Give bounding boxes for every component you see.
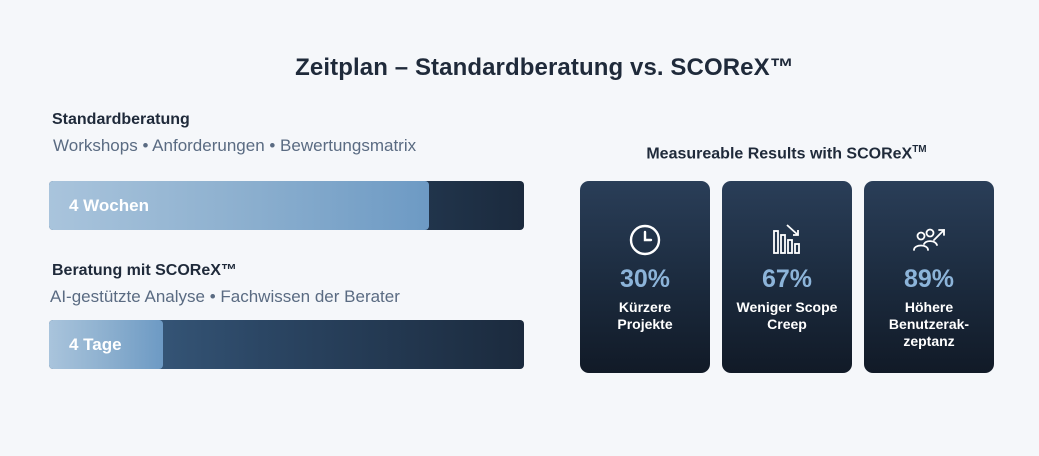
- result-label: Weniger Scope Creep: [736, 299, 838, 332]
- scorex-duration-label: 4 Tage: [69, 335, 122, 354]
- result-value: 67%: [761, 265, 813, 293]
- standard-duration-bar: 4 Wochen: [49, 181, 524, 230]
- results-title-text: Measureable Results with SCOReX: [646, 145, 913, 163]
- result-card-shorter-projects: 30% Kürzere Projekte: [580, 181, 710, 373]
- standard-duration-label: 4 Wochen: [69, 196, 149, 215]
- scorex-duration-fill: [49, 320, 163, 369]
- standard-items: Workshops • Anforderungen • Bewertungsma…: [53, 136, 417, 155]
- users-icon: [864, 223, 994, 257]
- scorex-duration-bar: 4 Tage: [49, 320, 524, 369]
- result-card-user-acceptance: 89% Höhere Benutzerak-zeptanz: [864, 181, 994, 373]
- results-title-tm: TM: [912, 144, 927, 155]
- result-card-scope-creep: 67% Weniger Scope Creep: [722, 181, 852, 373]
- scorex-heading: Beratung mit SCOReX™: [52, 262, 237, 279]
- standard-duration-fill: [49, 181, 429, 230]
- standard-heading: Standardberatung: [52, 111, 190, 128]
- bar-chart-icon: [722, 223, 852, 257]
- scorex-items: AI-gestützte Analyse • Fachwissen der Be…: [50, 287, 400, 306]
- result-label: Höhere Benutzerak-zeptanz: [888, 299, 970, 349]
- page-title: Zeitplan – Standardberatung vs. SCOReX™: [295, 54, 794, 81]
- result-value: 89%: [903, 265, 955, 293]
- clock-icon: [580, 223, 710, 257]
- results-title: Measureable Results with SCOReXTM: [580, 144, 993, 163]
- result-label: Kürzere Projekte: [617, 299, 673, 332]
- result-value: 30%: [619, 265, 671, 293]
